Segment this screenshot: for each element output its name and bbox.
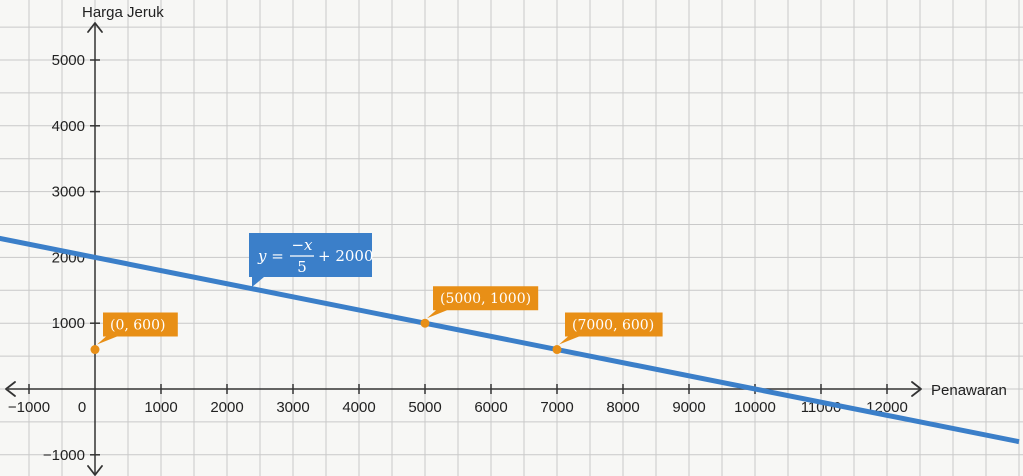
y-axis-arrow-up (87, 22, 103, 33)
y-tick-label: −1000 (43, 447, 85, 464)
data-point-group: (0, 600) (90, 312, 178, 355)
x-tick-label: 1000 (144, 399, 177, 416)
x-axis-title: Penawaran (931, 382, 1007, 399)
x-tick-label: 10000 (734, 399, 776, 416)
y-tick-label: 4000 (52, 118, 85, 135)
point-label: (7000, 600) (572, 318, 654, 334)
data-point-group: (5000, 1000) (420, 286, 539, 328)
equation-callout: y = −x 5 + 2000 (249, 233, 374, 287)
point-label: (0, 600) (110, 318, 165, 334)
points: (0, 600) (5000, 1000) (7000, 600) (90, 286, 663, 355)
equation-numerator: −x (291, 236, 313, 254)
x-tick-label: 7000 (540, 399, 573, 416)
equation-denominator: 5 (297, 258, 307, 276)
x-tick-label: 2000 (210, 399, 243, 416)
data-point-group: (7000, 600) (552, 312, 663, 355)
y-axis-title: Harga Jeruk (82, 4, 164, 21)
data-point (90, 345, 100, 355)
point-callout-box (559, 312, 663, 345)
x-tick-label: −1000 (8, 399, 50, 416)
x-tick-label: 3000 (276, 399, 309, 416)
equation-rhs: + 2000 (318, 247, 374, 265)
ticks: −1000 0 1000 2000 3000 4000 5000 6000 7000 8000 90… (8, 52, 908, 464)
series-line (0, 235, 1020, 445)
point-label: (5000, 1000) (440, 291, 531, 307)
data-point (420, 318, 430, 328)
x-axis-arrow-left (5, 381, 16, 397)
x-axis-arrow-right (911, 381, 922, 397)
point-callout-box (97, 312, 178, 345)
data-point (552, 345, 562, 355)
x-tick-label: 6000 (474, 399, 507, 416)
x-tick-label: 9000 (672, 399, 705, 416)
point-callout-box (427, 286, 539, 319)
x-tick-label: 4000 (342, 399, 375, 416)
x-tick-label: 5000 (408, 399, 441, 416)
y-tick-label: 1000 (52, 315, 85, 332)
y-tick-label: 5000 (52, 52, 85, 69)
x-tick-label: 0 (78, 399, 86, 416)
axes (5, 22, 922, 476)
y-tick-label: 3000 (52, 184, 85, 201)
x-tick-label: 8000 (606, 399, 639, 416)
y-axis-arrow-down (87, 465, 103, 476)
equation-box (249, 233, 372, 287)
equation-lhs: y = (257, 247, 284, 265)
